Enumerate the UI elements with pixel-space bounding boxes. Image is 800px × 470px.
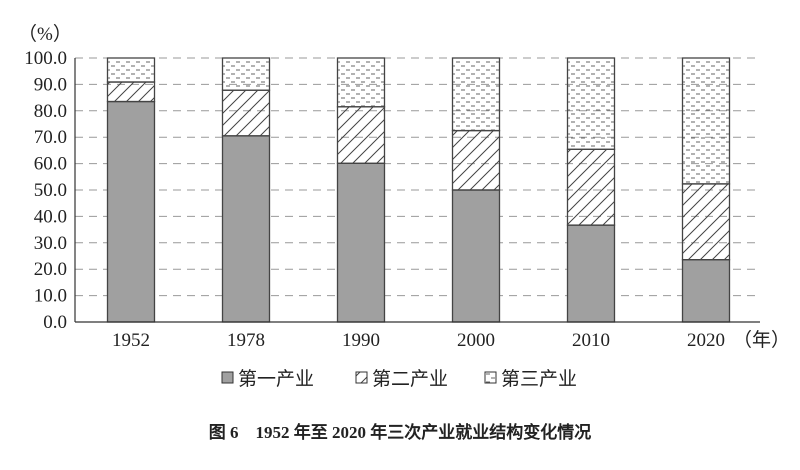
y-tick-label: 80.0	[34, 101, 67, 122]
bar-segment-primary-2020	[681, 259, 731, 323]
x-tick-label: 1978	[227, 330, 265, 351]
y-axis-unit: （%）	[18, 23, 72, 45]
bar-segment-secondary-1978	[221, 89, 271, 137]
y-tick-label: 30.0	[34, 233, 67, 254]
bar-segment-secondary-2010	[566, 148, 616, 226]
y-tick-label: 20.0	[34, 259, 67, 280]
bar-segment-tertiary-1952	[106, 57, 156, 83]
x-tick-label: 1952	[112, 330, 150, 351]
x-tick-label: 2010	[572, 330, 610, 351]
bar-segment-primary-2000	[451, 189, 501, 323]
x-tick-label: 2000	[457, 330, 495, 351]
x-tick-label: 2020	[687, 330, 725, 351]
y-tick-label: 0.0	[43, 312, 67, 333]
bar-segment-primary-1990	[336, 162, 386, 323]
legend: 第一产业 第二产业 第三产业	[221, 368, 577, 390]
bar-segment-primary-1978	[221, 135, 271, 323]
bar-segment-tertiary-2020	[681, 57, 731, 185]
y-tick-label: 100.0	[24, 48, 67, 69]
bar-segment-tertiary-1978	[221, 57, 271, 91]
bar-segment-tertiary-1990	[336, 57, 386, 108]
legend-swatch-secondary	[355, 371, 368, 384]
x-tick-label: 1990	[342, 330, 380, 351]
bar-segment-secondary-2000	[451, 129, 501, 191]
legend-swatch-primary	[221, 371, 234, 384]
bar-segment-secondary-2020	[681, 183, 731, 261]
bar-segment-primary-2010	[566, 224, 616, 323]
x-axis-unit: （年）	[733, 329, 790, 351]
bar-segment-tertiary-2010	[566, 57, 616, 150]
y-tick-label: 40.0	[34, 206, 67, 227]
legend-label-secondary: 第二产业	[372, 368, 448, 390]
legend-label-tertiary: 第三产业	[501, 368, 577, 390]
bar-segment-tertiary-2000	[451, 57, 501, 132]
y-tick-label: 90.0	[34, 74, 67, 95]
chart-caption: 图 6 1952 年至 2020 年三次产业就业结构变化情况	[209, 422, 592, 442]
legend-label-primary: 第一产业	[238, 368, 314, 390]
bar-segment-primary-1952	[106, 100, 156, 323]
bar-segment-secondary-1990	[336, 106, 386, 164]
legend-swatch-tertiary	[484, 371, 497, 384]
y-tick-label: 50.0	[34, 180, 67, 201]
y-tick-label: 70.0	[34, 127, 67, 148]
y-tick-label: 60.0	[34, 154, 67, 175]
bar-segment-secondary-1952	[106, 81, 156, 103]
y-tick-label: 10.0	[34, 286, 67, 307]
